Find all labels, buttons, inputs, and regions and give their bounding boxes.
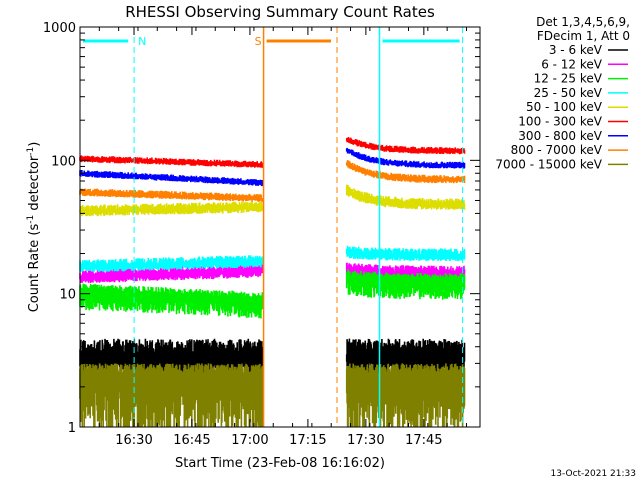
legend-label: 300 - 800 keV	[518, 129, 602, 143]
legend-header-line-2: FDecim 1, Att 0	[537, 29, 630, 43]
legend-label: 3 - 6 keV	[549, 43, 603, 57]
x-axis-label: Start Time (23-Feb-08 16:16:02)	[175, 456, 385, 471]
x-tick-label: 17:15	[289, 433, 326, 448]
tick-layer: 16:30 16:45 17:00 17:15 17:30 17:45 1 10 100 1000	[43, 21, 480, 448]
chart-title: RHESSI Observing Summary Count Rates	[125, 3, 435, 21]
legend-label: 800 - 7000 keV	[511, 143, 603, 157]
legend-entry: 25 - 50 keV	[534, 86, 628, 100]
annotation-label-n: N	[138, 35, 146, 48]
legend-header-line-1: Det 1,3,4,5,6,9,	[536, 15, 630, 29]
annotation-label-s: S	[255, 35, 262, 48]
legend-entry: 3 - 6 keV	[549, 43, 628, 57]
series-segment-2	[345, 160, 466, 184]
y-tick-label: 1000	[43, 21, 76, 36]
x-tick-label: 16:30	[115, 433, 152, 448]
x-tick-label: 16:45	[173, 433, 210, 448]
y-tick-label: 100	[51, 154, 76, 169]
legend-label: 7000 - 15000 keV	[495, 157, 602, 171]
y-tick-label: 1	[68, 421, 76, 436]
legend-entry: 12 - 25 keV	[534, 72, 628, 86]
y-tick-label: 10	[59, 288, 76, 303]
series-12-25-kev	[79, 269, 466, 319]
x-tick-label: 17:45	[405, 433, 442, 448]
legend-entry: 300 - 800 keV	[518, 129, 628, 143]
series-segment-1	[79, 363, 264, 427]
legend-label: 12 - 25 keV	[534, 72, 603, 86]
legend-label: 100 - 300 keV	[518, 115, 602, 129]
series-segment-2	[345, 338, 466, 374]
y-label-sup-2: -1	[26, 147, 36, 156]
y-label-mid: detector	[27, 155, 42, 215]
y-label-main: Count Rate (s	[27, 224, 42, 313]
legend-entry: 7000 - 15000 keV	[495, 157, 628, 171]
legend-entry: 50 - 100 keV	[526, 100, 628, 114]
legend-entry: 800 - 7000 keV	[511, 143, 628, 157]
data-layer	[79, 137, 466, 427]
y-axis-label: Count Rate (s-1 detector-1)	[26, 142, 42, 313]
series-segment-2	[345, 184, 466, 210]
legend-label: 25 - 50 keV	[534, 86, 603, 100]
legend-entry: 100 - 300 keV	[518, 115, 628, 129]
y-label-sup-1: -1	[26, 215, 36, 224]
series-segment-2	[345, 269, 466, 300]
legend-label: 50 - 100 keV	[526, 100, 603, 114]
series-7000-15000-kev	[79, 363, 466, 427]
legend-entry: 6 - 12 keV	[541, 57, 628, 71]
series-segment-2	[345, 245, 466, 261]
series-segment-2	[345, 147, 466, 169]
x-tick-label: 17:00	[231, 433, 268, 448]
x-tick-label: 17:30	[347, 433, 384, 448]
plot-frame	[79, 26, 481, 428]
series-segment-2	[345, 363, 466, 427]
legend-label: 6 - 12 keV	[541, 57, 603, 71]
y-label-end: )	[27, 142, 42, 147]
series-segment-2	[345, 137, 466, 155]
footer-timestamp: 13-Oct-2021 21:33	[551, 469, 636, 479]
